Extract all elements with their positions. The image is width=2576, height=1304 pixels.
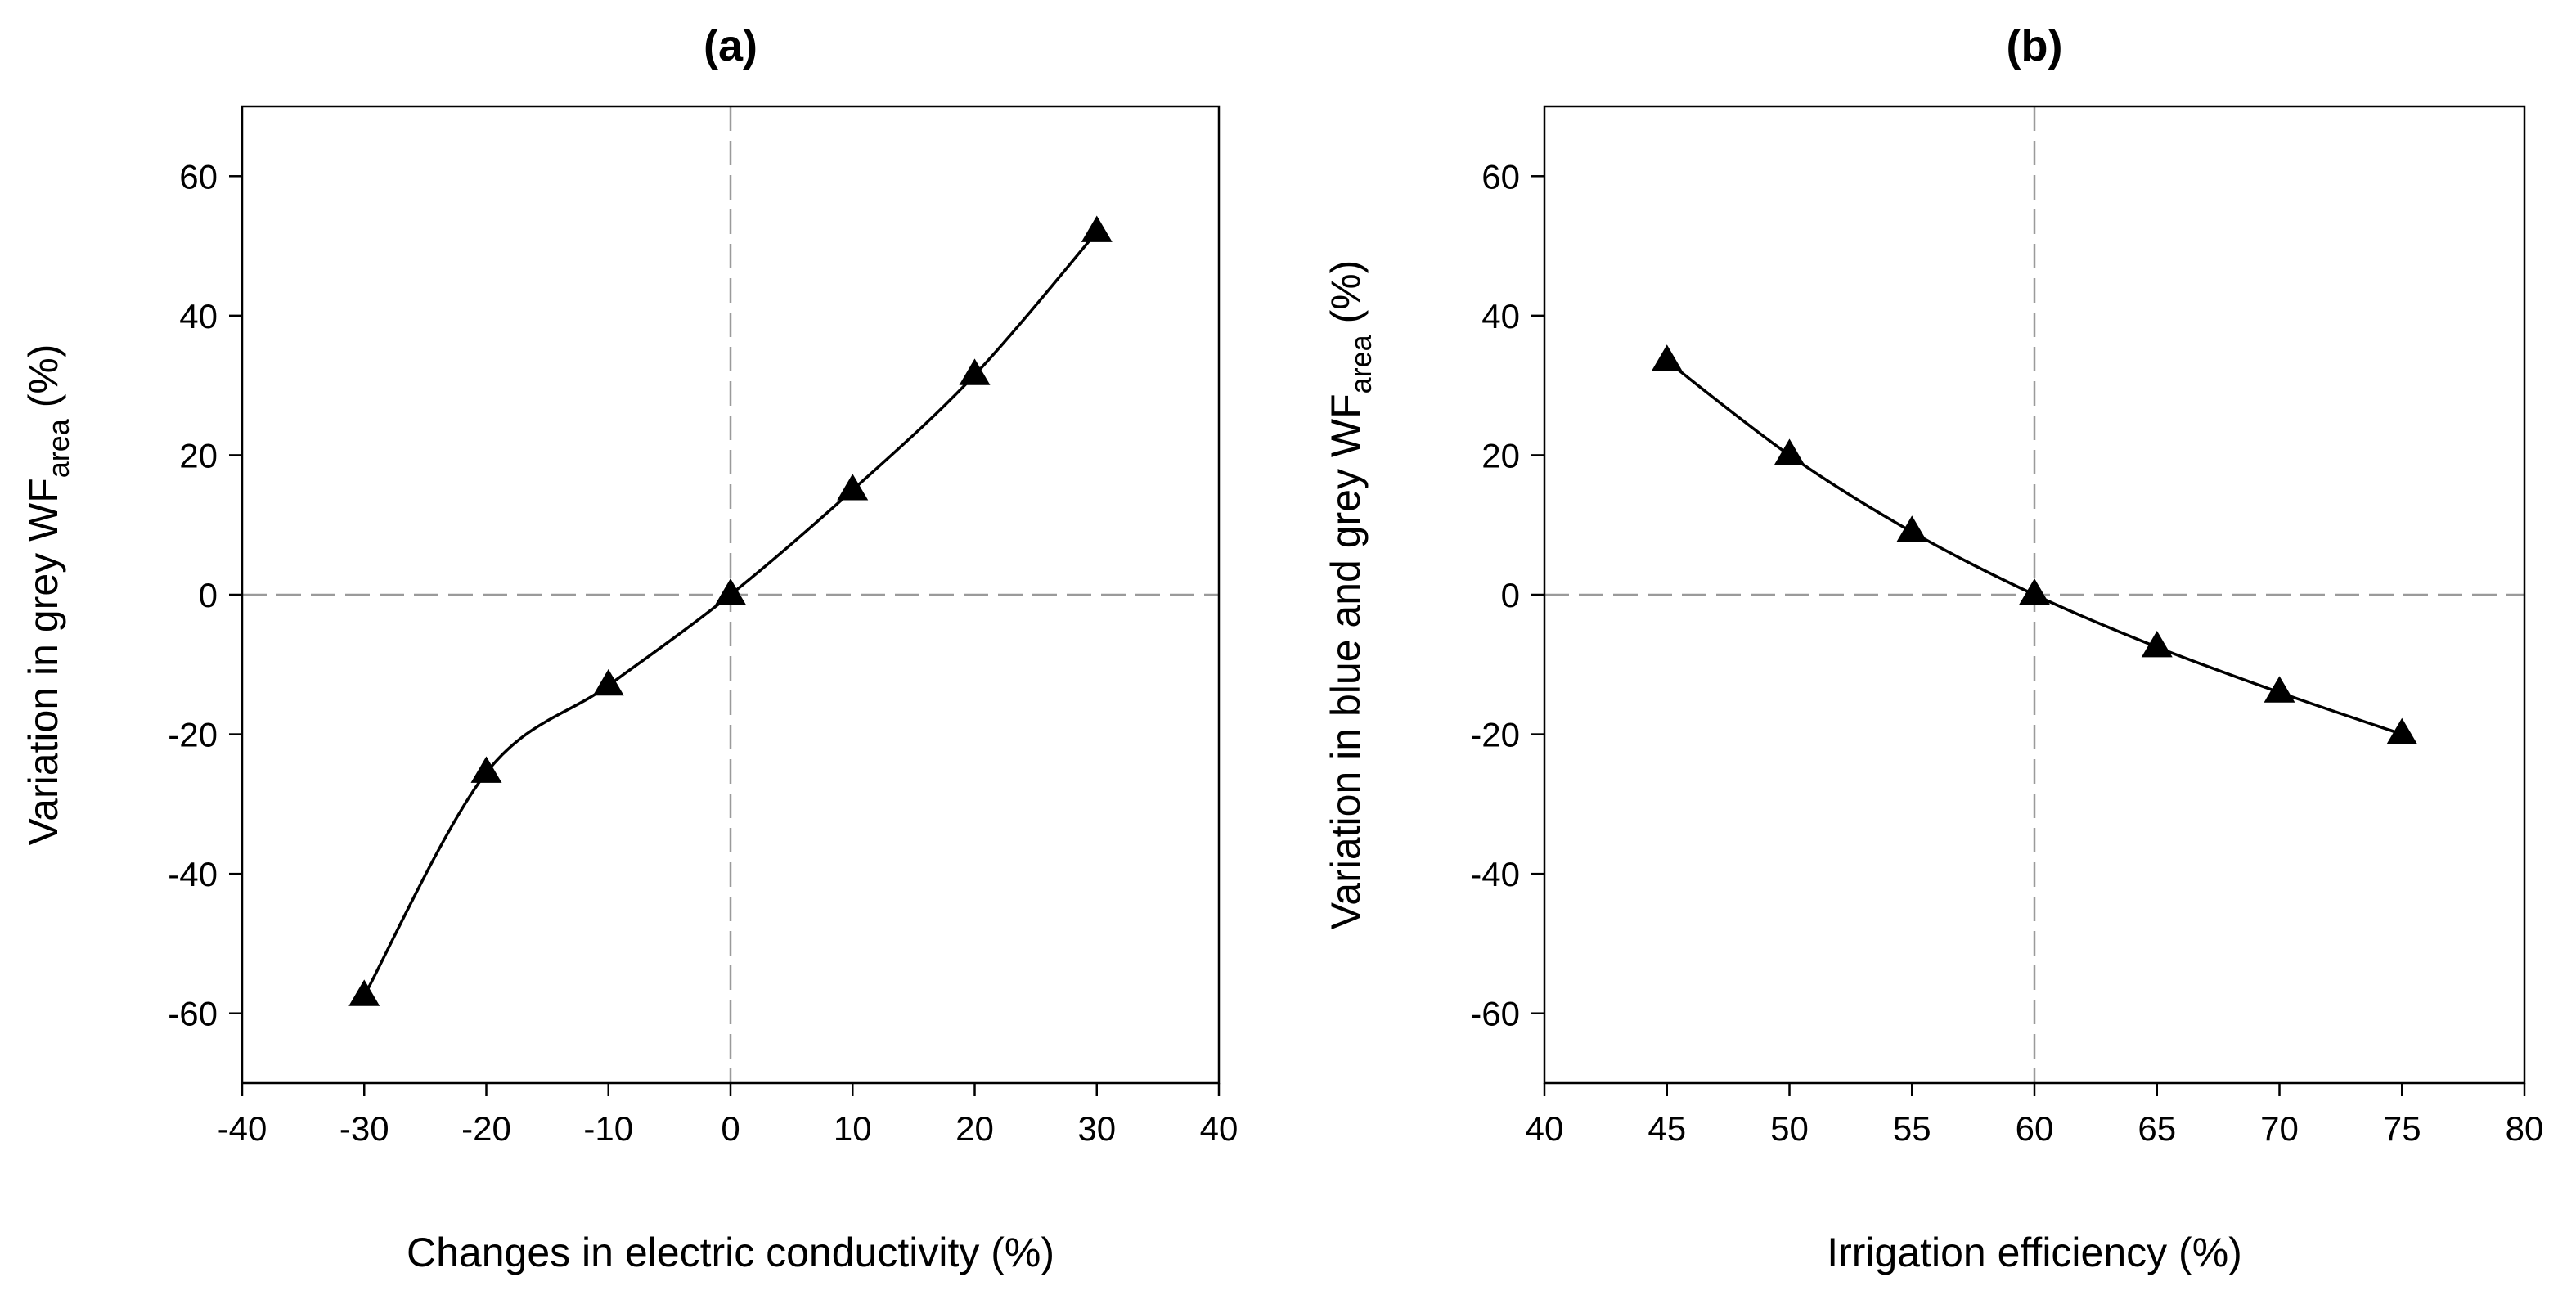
panel-b-y-tick-label: -40 xyxy=(1470,855,1520,893)
panel-b-y-tick-label: 20 xyxy=(1481,436,1520,474)
panel-a-x-tick-label: -30 xyxy=(339,1109,389,1148)
panel-b: (b) 40 45 50 55 60 65 70 75 80 -60 -40 -20 0 20 40 60 I… xyxy=(1323,21,2543,1275)
panel-a-data-point-triangle xyxy=(837,474,869,501)
panel-b-x-tick-label: 60 xyxy=(2016,1109,2054,1148)
panel-b-y-tick-label: 40 xyxy=(1481,297,1520,335)
panel-b-x-tick-label: 50 xyxy=(1770,1109,1809,1148)
panel-a-y-tick-label: 40 xyxy=(179,297,218,335)
panel-b-y-label-subscript: area xyxy=(1344,334,1378,393)
panel-b-y-label-main: Variation in blue and grey WF xyxy=(1323,393,1369,929)
panel-a-data-point-triangle xyxy=(959,358,991,385)
panel-b-y-tick-label: -60 xyxy=(1470,995,1520,1033)
panel-b-data-point-triangle xyxy=(2141,630,2173,658)
panel-b-data-point-triangle xyxy=(2264,676,2295,703)
panel-a-data-point-triangle xyxy=(592,668,624,696)
panel-b-data-point-triangle xyxy=(1774,438,1805,465)
panel-a-x-tick-label: 40 xyxy=(1200,1109,1239,1148)
panel-b-x-tick-label: 45 xyxy=(1648,1109,1686,1148)
panel-a-series xyxy=(348,215,1113,1006)
panel-a-x-tick-label: 10 xyxy=(834,1109,872,1148)
panel-b-x-axis-label: Irrigation efficiency (%) xyxy=(1827,1230,2242,1275)
panel-b-y-tick-label: 60 xyxy=(1481,157,1520,196)
panel-a-x-tick-label: 20 xyxy=(955,1109,994,1148)
panel-a-y-axis-label: Variation in grey WFarea (%) xyxy=(20,344,75,846)
panel-b-x-tick-label: 75 xyxy=(2383,1109,2421,1148)
panel-a-y-label-main: Variation in grey WF xyxy=(20,478,66,845)
panel-a-x-axis-label: Changes in electric conductivity (%) xyxy=(407,1230,1054,1275)
panel-b-data-point-triangle xyxy=(2386,717,2418,744)
panel-b-x-tick-label: 70 xyxy=(2260,1109,2299,1148)
panel-a-plot-frame xyxy=(241,105,1221,1085)
panel-b-y-tick-label: 0 xyxy=(1501,576,1520,614)
panel-a-y-tick-label: 60 xyxy=(179,157,218,196)
panel-a-data-point-triangle xyxy=(715,578,746,605)
panel-a-y-tick-label: -40 xyxy=(168,855,218,893)
panel-a-y-label-unit: (%) xyxy=(20,344,66,420)
panel-a-data-point-triangle xyxy=(470,756,502,783)
panel-a-ticks: -40 -30 -20 -10 0 10 20 30 40 -60 -40 -20 0 20 40 60 xyxy=(168,157,1238,1148)
panel-b-data-point-triangle xyxy=(1896,515,1928,542)
panel-a-title: (a) xyxy=(704,21,758,70)
panel-a-x-tick-label: 30 xyxy=(1077,1109,1116,1148)
panel-b-y-axis-label: Variation in blue and grey WFarea (%) xyxy=(1323,260,1378,930)
panel-b-data-point-triangle xyxy=(2019,578,2050,605)
panel-b-x-tick-label: 65 xyxy=(2138,1109,2176,1148)
panel-a-x-tick-label: -40 xyxy=(218,1109,267,1148)
panel-b-x-tick-label: 55 xyxy=(1893,1109,1931,1148)
panel-a-x-tick-label: 0 xyxy=(721,1109,740,1148)
panel-b-y-tick-label: -20 xyxy=(1470,716,1520,754)
panel-a-y-tick-label: 0 xyxy=(199,576,218,614)
panel-a-x-tick-label: -10 xyxy=(583,1109,633,1148)
panel-a-x-tick-label: -20 xyxy=(461,1109,511,1148)
panel-b-y-label-unit: (%) xyxy=(1323,260,1369,335)
panel-b-series xyxy=(1651,344,2418,744)
panel-a-y-tick-label: -60 xyxy=(168,995,218,1033)
panel-b-x-tick-label: 80 xyxy=(2506,1109,2544,1148)
panel-a-y-tick-label: 20 xyxy=(179,436,218,474)
panel-b-data-point-triangle xyxy=(1651,344,1683,371)
panel-b-ticks: 40 45 50 55 60 65 70 75 80 -60 -40 -20 0 20 40 60 xyxy=(1470,157,2543,1148)
panel-a: (a) -40 -30 -20 -10 0 10 20 30 40 -60 -40 -20 0 20 40 6… xyxy=(20,21,1238,1275)
panel-b-x-tick-label: 40 xyxy=(1526,1109,1564,1148)
panel-b-title: (b) xyxy=(2007,21,2063,70)
panel-a-data-point-triangle xyxy=(1081,215,1113,242)
panel-a-data-point-triangle xyxy=(348,979,380,1006)
panel-a-y-tick-label: -20 xyxy=(168,716,218,754)
panel-a-y-label-subscript: area xyxy=(42,418,75,478)
panel-b-plot-frame xyxy=(1543,105,2526,1085)
